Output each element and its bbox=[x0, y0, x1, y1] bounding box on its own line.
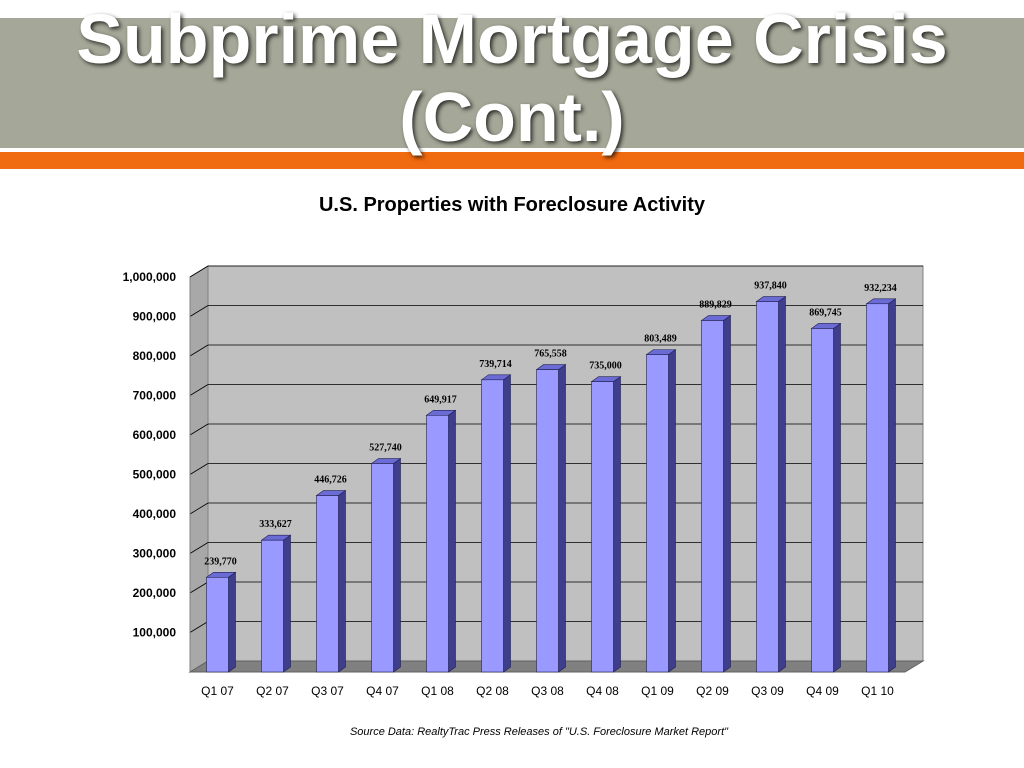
data-label: 803,489 bbox=[644, 334, 677, 345]
bar bbox=[371, 463, 394, 673]
y-tick-label: 200,000 bbox=[133, 586, 177, 600]
bar-side bbox=[723, 314, 731, 673]
x-tick-label: Q2 07 bbox=[256, 684, 289, 698]
x-tick-label: Q3 07 bbox=[311, 684, 344, 698]
x-tick-label: Q1 07 bbox=[201, 684, 234, 698]
header-band bbox=[0, 18, 1024, 148]
data-label: 739,714 bbox=[479, 359, 512, 370]
x-tick-label: Q4 08 bbox=[586, 684, 619, 698]
slide-title-line-1: Subprime Mortgage Crisis bbox=[76, 0, 948, 78]
gridline-side bbox=[189, 305, 209, 317]
y-tick-label: 500,000 bbox=[133, 468, 177, 482]
y-tick-label: 600,000 bbox=[133, 428, 177, 442]
data-label: 889,829 bbox=[699, 300, 732, 311]
bar bbox=[811, 328, 834, 673]
bar bbox=[591, 381, 614, 673]
gridline-side bbox=[189, 581, 209, 594]
x-tick-label: Q1 08 bbox=[421, 684, 454, 698]
bar bbox=[426, 414, 449, 673]
accent-band bbox=[0, 152, 1024, 169]
bar bbox=[646, 354, 669, 673]
bar bbox=[206, 576, 229, 673]
data-label: 869,745 bbox=[809, 307, 842, 318]
bar-side bbox=[833, 322, 841, 673]
bar bbox=[261, 539, 284, 673]
y-tick-label: 1,000,000 bbox=[123, 270, 177, 284]
y-tick-label: 800,000 bbox=[133, 349, 177, 363]
bar bbox=[536, 369, 559, 673]
header-divider bbox=[0, 148, 1024, 152]
data-label: 937,840 bbox=[754, 281, 787, 292]
bar bbox=[316, 495, 339, 673]
data-label: 765,558 bbox=[534, 349, 567, 360]
bar-side bbox=[338, 489, 346, 673]
y-tick-label: 700,000 bbox=[133, 389, 177, 403]
chart-title: U.S. Properties with Foreclosure Activit… bbox=[318, 194, 706, 216]
data-label: 649,917 bbox=[424, 394, 457, 405]
x-tick-label: Q4 09 bbox=[806, 684, 839, 698]
bar-side bbox=[558, 364, 566, 673]
gridline-side bbox=[189, 344, 209, 357]
y-tick-label: 100,000 bbox=[133, 626, 177, 640]
x-tick-label: Q2 08 bbox=[476, 684, 509, 698]
bar-side bbox=[448, 409, 456, 673]
x-tick-label: Q3 09 bbox=[751, 684, 784, 698]
bar-side bbox=[613, 376, 621, 673]
data-label: 735,000 bbox=[589, 361, 622, 372]
slide-title-line-2: (Cont.) bbox=[399, 78, 625, 156]
data-label: 527,740 bbox=[369, 443, 402, 454]
bar-side bbox=[228, 571, 236, 673]
y-tick-label: 300,000 bbox=[133, 547, 177, 561]
y-tick-label: 400,000 bbox=[133, 507, 177, 521]
source-note: Source Data: RealtyTrac Press Releases o… bbox=[349, 726, 729, 738]
gridline-side bbox=[189, 423, 209, 436]
bar-side bbox=[668, 349, 676, 673]
bar-side bbox=[778, 295, 786, 673]
data-label: 239,770 bbox=[204, 556, 237, 567]
x-tick-label: Q4 07 bbox=[366, 684, 399, 698]
x-tick-label: Q3 08 bbox=[531, 684, 564, 698]
bar bbox=[866, 303, 889, 673]
bar-side bbox=[283, 534, 291, 673]
bar bbox=[701, 320, 724, 673]
data-label: 333,627 bbox=[259, 519, 292, 530]
x-tick-label: Q1 09 bbox=[641, 684, 674, 698]
bar-side bbox=[888, 298, 896, 673]
data-label: 932,234 bbox=[864, 283, 897, 294]
slide-title: Subprime Mortgage Crisis (Cont.) bbox=[0, 0, 1024, 156]
bar bbox=[481, 379, 504, 673]
bar bbox=[756, 301, 779, 673]
gridline-side bbox=[189, 384, 209, 396]
x-tick-label: Q2 09 bbox=[696, 684, 729, 698]
data-label: 446,726 bbox=[314, 475, 347, 486]
gridline-side bbox=[189, 265, 209, 278]
gridline-side bbox=[189, 463, 209, 475]
gridline-side bbox=[189, 621, 209, 633]
bar-side bbox=[503, 374, 511, 673]
gridline-side bbox=[189, 502, 209, 515]
x-tick-label: Q1 10 bbox=[861, 684, 894, 698]
gridline-side bbox=[189, 542, 209, 554]
bar-side bbox=[393, 457, 401, 673]
y-tick-label: 900,000 bbox=[133, 310, 177, 324]
